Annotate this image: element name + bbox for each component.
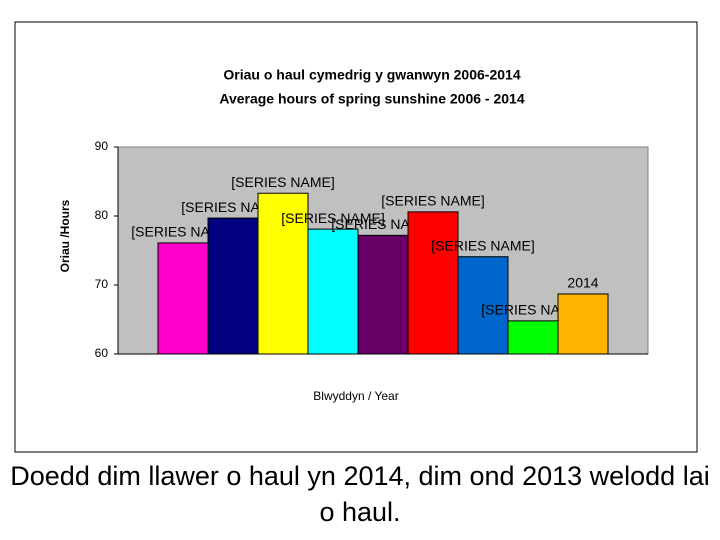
x-axis-label: Blwyddyn / Year xyxy=(313,389,398,403)
bar xyxy=(207,217,259,355)
bar xyxy=(257,192,309,355)
data-label: [SERIES NAME] xyxy=(381,193,484,209)
y-tick-label: 60 xyxy=(95,346,109,360)
bar xyxy=(457,256,509,355)
y-tick-label: 90 xyxy=(95,139,109,153)
y-tick-label: 80 xyxy=(95,208,109,222)
bar xyxy=(507,320,559,355)
chart-title: Oriau o haul cymedrig y gwanwyn 2006-201… xyxy=(223,67,520,83)
chart: Oriau o haul cymedrig y gwanwyn 2006-201… xyxy=(14,21,698,453)
bar xyxy=(357,234,409,355)
data-label: [SERIES NAME] xyxy=(431,237,534,253)
data-label: [SERIES NAME] xyxy=(281,210,384,226)
caption: Doedd dim llawer o haul yn 2014, dim ond… xyxy=(10,461,710,527)
bar xyxy=(407,211,459,355)
y-tick-label: 70 xyxy=(95,277,109,291)
data-label: 2014 xyxy=(567,275,598,291)
chart-subtitle: Average hours of spring sunshine 2006 - … xyxy=(219,91,524,107)
bar xyxy=(307,228,359,355)
bar xyxy=(557,293,609,355)
y-axis-label: Oriau /Hours xyxy=(58,199,72,272)
data-label: [SERIES NAME] xyxy=(231,174,334,190)
bar xyxy=(157,242,209,355)
